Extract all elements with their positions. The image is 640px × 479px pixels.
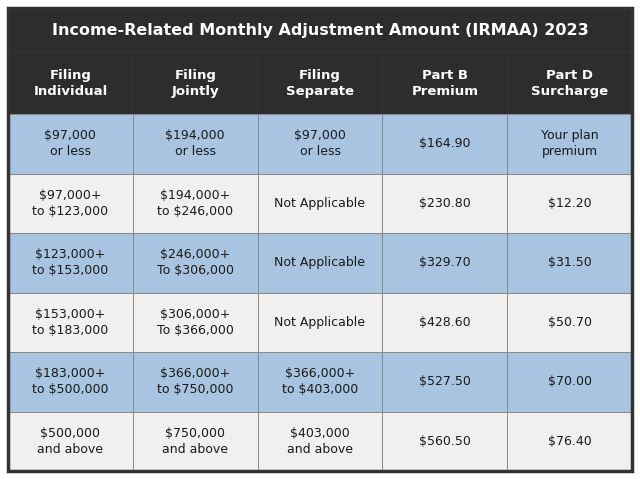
Text: Part B
Premium: Part B Premium [412, 68, 478, 98]
Text: $70.00: $70.00 [548, 375, 591, 388]
Text: $366,000+
to $750,000: $366,000+ to $750,000 [157, 367, 234, 396]
Text: $153,000+
to $183,000: $153,000+ to $183,000 [32, 308, 109, 337]
Bar [258, 114, 383, 173]
Bar [383, 173, 507, 233]
Text: $97,000
or less: $97,000 or less [44, 129, 97, 158]
Text: Not Applicable: Not Applicable [275, 256, 365, 269]
Text: $123,000+
to $153,000: $123,000+ to $153,000 [32, 248, 109, 277]
Bar [507, 114, 632, 173]
Bar [133, 52, 258, 114]
Bar [507, 173, 632, 233]
Bar [383, 233, 507, 293]
Bar [8, 52, 133, 114]
Text: $306,000+
To $366,000: $306,000+ To $366,000 [157, 308, 234, 337]
Bar [258, 233, 383, 293]
Text: $246,000+
To $306,000: $246,000+ To $306,000 [157, 248, 234, 277]
Bar [258, 52, 383, 114]
Text: Filing
Jointly: Filing Jointly [172, 68, 219, 98]
Text: $12.20: $12.20 [548, 197, 591, 210]
Text: $183,000+
to $500,000: $183,000+ to $500,000 [32, 367, 109, 396]
Bar [133, 173, 258, 233]
Text: $750,000
and above: $750,000 and above [162, 427, 228, 456]
Text: $194,000+
to $246,000: $194,000+ to $246,000 [157, 189, 233, 218]
Bar [8, 293, 133, 352]
Bar [8, 411, 133, 471]
Bar [8, 173, 133, 233]
Text: $329.70: $329.70 [419, 256, 470, 269]
Text: $194,000
or less: $194,000 or less [165, 129, 225, 158]
Text: $403,000
and above: $403,000 and above [287, 427, 353, 456]
Text: $164.90: $164.90 [419, 137, 470, 150]
Bar [383, 52, 507, 114]
Bar [133, 293, 258, 352]
Text: Your plan
premium: Your plan premium [541, 129, 598, 158]
Text: $500,000
and above: $500,000 and above [37, 427, 104, 456]
Bar [383, 293, 507, 352]
Bar [258, 173, 383, 233]
Text: $428.60: $428.60 [419, 316, 470, 329]
Text: Income-Related Monthly Adjustment Amount (IRMAA) 2023: Income-Related Monthly Adjustment Amount… [52, 23, 588, 37]
Text: Not Applicable: Not Applicable [275, 197, 365, 210]
Bar [133, 352, 258, 411]
Bar [258, 352, 383, 411]
Bar [258, 411, 383, 471]
Text: $50.70: $50.70 [548, 316, 591, 329]
Bar [383, 352, 507, 411]
Text: $560.50: $560.50 [419, 435, 471, 448]
Text: $527.50: $527.50 [419, 375, 471, 388]
Bar [507, 352, 632, 411]
Text: $366,000+
to $403,000: $366,000+ to $403,000 [282, 367, 358, 396]
Bar [8, 352, 133, 411]
Bar [383, 411, 507, 471]
Text: $76.40: $76.40 [548, 435, 591, 448]
Bar [507, 233, 632, 293]
Text: Filing
Individual: Filing Individual [33, 68, 108, 98]
Bar [258, 293, 383, 352]
Text: $97,000
or less: $97,000 or less [294, 129, 346, 158]
Bar [507, 411, 632, 471]
Text: $97,000+
to $123,000: $97,000+ to $123,000 [33, 189, 108, 218]
Bar [133, 411, 258, 471]
Text: Filing
Separate: Filing Separate [286, 68, 354, 98]
Bar [133, 233, 258, 293]
Bar [507, 52, 632, 114]
Text: $31.50: $31.50 [548, 256, 591, 269]
Bar [8, 233, 133, 293]
Text: Part D
Surcharge: Part D Surcharge [531, 68, 608, 98]
Bar [383, 114, 507, 173]
Bar [133, 114, 258, 173]
Bar [8, 114, 133, 173]
Bar [507, 293, 632, 352]
Bar [8, 8, 632, 52]
Text: $230.80: $230.80 [419, 197, 470, 210]
Text: Not Applicable: Not Applicable [275, 316, 365, 329]
